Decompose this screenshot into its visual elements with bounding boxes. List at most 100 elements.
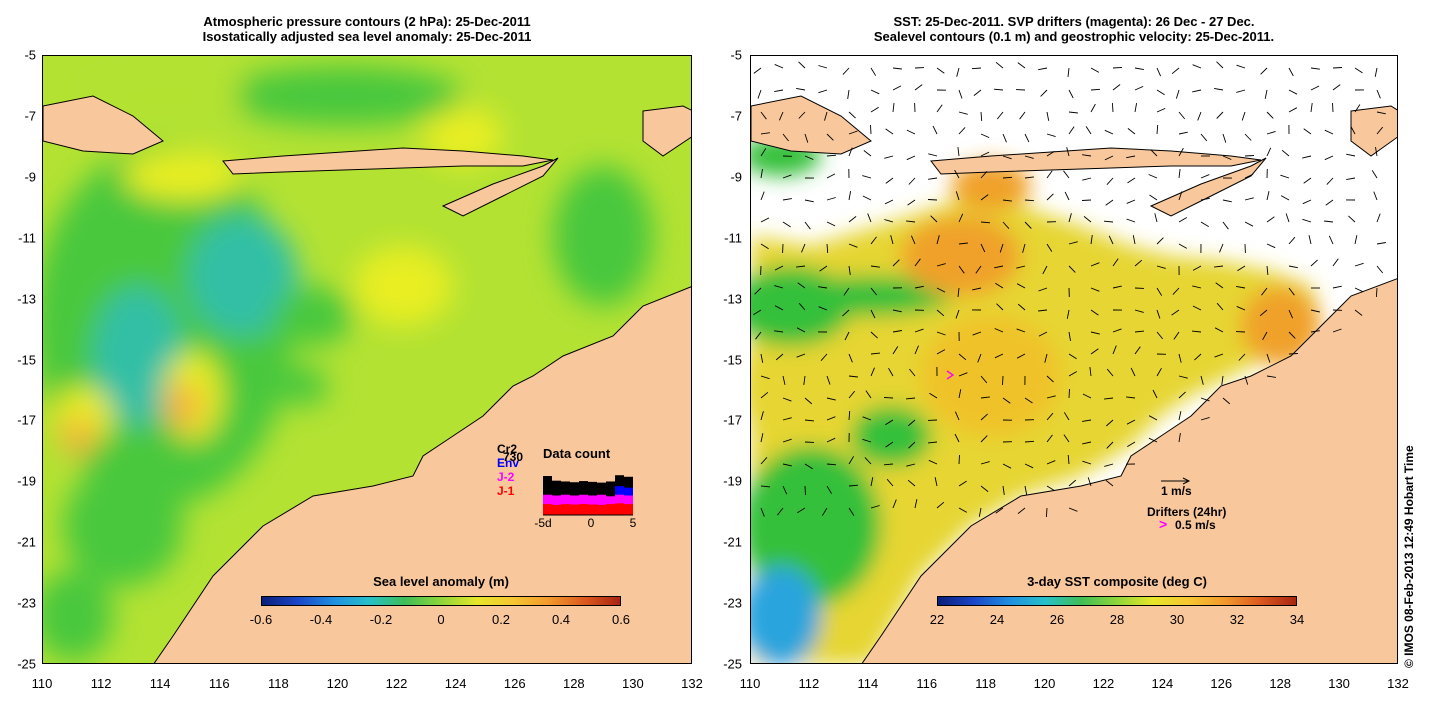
velocity-vector [1280, 174, 1290, 179]
longitude-tick-label: 120 [326, 676, 349, 691]
velocity-vector [936, 349, 946, 355]
velocity-vector [760, 111, 767, 120]
velocity-vector [1082, 441, 1092, 445]
velocity-vector [863, 150, 872, 157]
velocity-vector [760, 411, 764, 421]
velocity-vector [797, 507, 806, 514]
velocity-vector [1063, 170, 1070, 179]
latitude-tick-label: -11 [724, 230, 742, 246]
longitude-tick-label: 112 [798, 676, 820, 691]
sst-colorbar-title: 3-day SST composite (deg C) [1027, 574, 1207, 589]
velocity-vector [870, 89, 880, 95]
velocity-vector [980, 194, 989, 201]
velocity-vector [1148, 415, 1158, 421]
velocity-vector [1038, 309, 1048, 312]
velocity-vector [1178, 411, 1182, 421]
lesser-sunda-islands [930, 147, 1262, 175]
velocity-vector [1288, 287, 1295, 296]
velocity-vector [870, 106, 879, 113]
velocity-vector [760, 485, 771, 488]
velocity-vector [842, 67, 850, 75]
velocity-vector [995, 282, 1004, 289]
velocity-vector [1244, 133, 1252, 141]
velocity-vector [1376, 213, 1381, 223]
velocity-vector [1260, 67, 1268, 75]
velocity-vector [1376, 126, 1384, 135]
new-guinea-coast [642, 105, 691, 157]
velocity-vector [958, 213, 964, 223]
velocity-vector [994, 353, 1004, 359]
velocity-vector [1332, 102, 1334, 113]
velocity-vector [936, 67, 945, 74]
velocity-vector [1106, 441, 1114, 449]
velocity-vector [1171, 309, 1180, 316]
latitude-tick-label: -9 [24, 169, 36, 185]
velocity-vector [930, 215, 938, 223]
sla-colorbar-title: Sea level anomaly (m) [373, 574, 509, 589]
velocity-vector [1288, 331, 1296, 339]
velocity-vector [1178, 147, 1184, 157]
velocity-vector [1302, 155, 1312, 159]
longitude-tick-label: 124 [1151, 676, 1174, 691]
velocity-vector [870, 505, 880, 509]
latitude-tick-label: -7 [24, 108, 36, 124]
velocity-vector [1046, 193, 1054, 201]
velocity-vector [824, 111, 828, 121]
data-count-bar-red [624, 504, 633, 515]
velocity-vector [1019, 111, 1026, 120]
velocity-vector [826, 133, 834, 141]
velocity-vector [760, 148, 767, 157]
drifters-key-label: Drifters (24hr) [1147, 505, 1227, 519]
velocity-vector [914, 258, 921, 267]
velocity-vector [862, 175, 872, 179]
velocity-vector [1354, 262, 1364, 267]
velocity-vector [1222, 199, 1232, 203]
longitude-tick-label: 130 [1328, 676, 1350, 691]
velocity-vector [1376, 89, 1381, 99]
velocity-vector [1194, 353, 1202, 361]
left-title-line1: Atmospheric pressure contours (2 hPa): 2… [203, 14, 531, 29]
velocity-vector [1148, 174, 1158, 179]
sla-land-masses [43, 95, 691, 663]
velocity-vector [1085, 126, 1092, 135]
colorbar-tick-label: -0.4 [309, 612, 333, 627]
velocity-vector [1156, 107, 1166, 113]
velocity-vector [1221, 375, 1224, 385]
velocity-vector [1083, 216, 1092, 223]
velocity-vector [753, 309, 762, 316]
velocity-vector [1038, 67, 1048, 71]
velocity-vector [1068, 479, 1077, 487]
velocity-vector [928, 153, 938, 157]
colorbar-tick-label: 26 [1049, 612, 1065, 627]
longitude-tick-label: 124 [444, 676, 467, 691]
velocity-vector [905, 397, 916, 400]
velocity-vector [890, 235, 894, 245]
longitude-tick-label: 132 [681, 676, 703, 691]
velocity-vector [821, 507, 828, 516]
velocity-vector [826, 437, 836, 443]
velocity-vector [1156, 287, 1163, 296]
velocity-vector [1354, 104, 1361, 113]
colorbar-tick-label: 34 [1289, 612, 1305, 627]
velocity-vector [1082, 419, 1092, 422]
longitude-tick-label: 112 [90, 676, 112, 691]
latitude-tick-label: -17 [723, 412, 742, 428]
latitude-tick-label: -13 [17, 291, 36, 307]
velocity-vector [870, 367, 875, 377]
sst-map-canvas [751, 56, 1397, 663]
sla-colorbar [261, 596, 621, 606]
velocity-vector [848, 111, 856, 119]
velocity-vector [1112, 328, 1122, 333]
velocity-vector [936, 104, 943, 113]
latitude-tick-label: -13 [723, 291, 742, 307]
velocity-vector [1068, 111, 1078, 114]
velocity-vector [870, 352, 881, 355]
velocity-vector [1214, 265, 1224, 268]
velocity-vector [1264, 89, 1268, 99]
data-count-bar-red [606, 504, 615, 515]
velocity-vector [914, 84, 923, 91]
velocity-vector [1126, 218, 1136, 223]
velocity-vector [1310, 85, 1320, 91]
latitude-tick-label: -11 [18, 230, 36, 246]
velocity-vector [1216, 61, 1224, 69]
